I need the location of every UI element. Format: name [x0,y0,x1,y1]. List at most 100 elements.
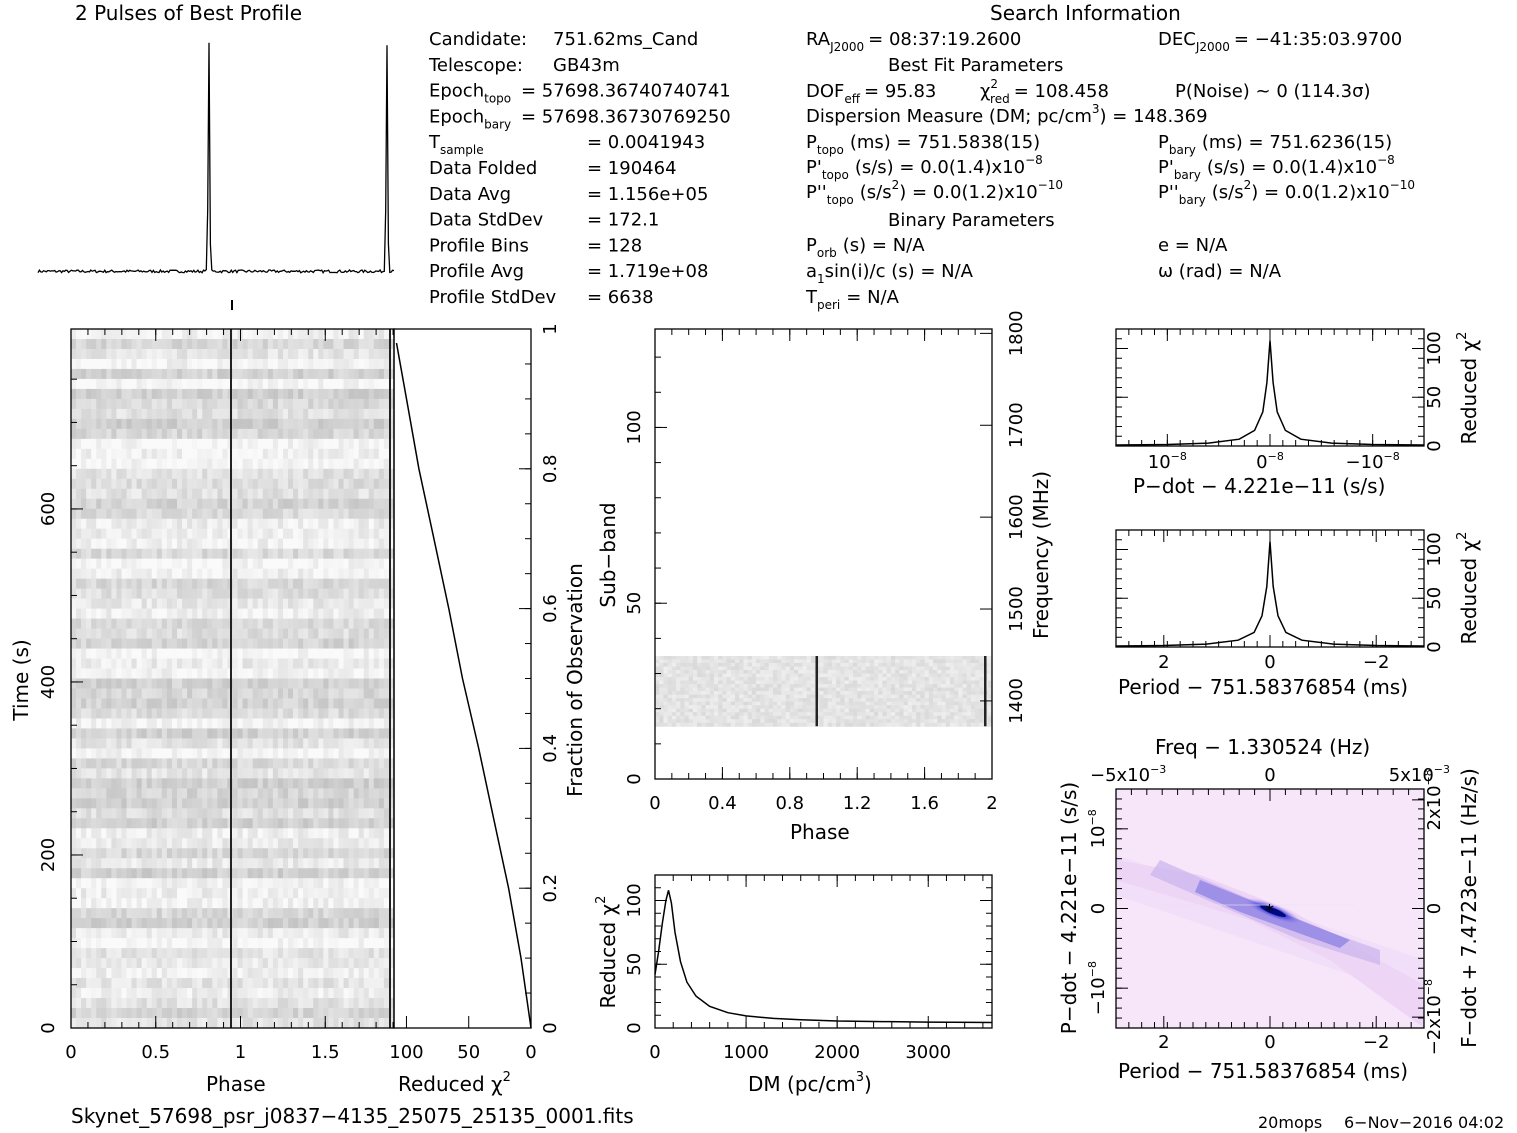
heat-cell [252,758,259,769]
heat-cell [920,659,926,664]
heat-cell [141,498,148,510]
heat-cell [318,348,324,360]
heat-cell [257,648,264,660]
heat-cell [272,348,279,360]
heat-cell [202,918,208,929]
heat-cell [303,718,309,729]
info-left-value: = 57698.36740740741 [521,81,731,102]
heat-cell [348,788,355,799]
heat-cell [141,398,148,410]
heat-cell [388,628,395,640]
heat-cell [212,808,218,819]
heat-cell [368,938,375,949]
heat-cell [71,818,77,829]
heat-cell [388,548,395,560]
heat-cell [373,358,380,370]
heat-cell [282,329,289,340]
heat-cell [86,978,92,989]
heat-cell [890,659,896,664]
heat-cell [378,758,385,769]
heat-cell [111,738,117,749]
heat-cell [126,658,133,670]
heat-cell [141,938,148,949]
heat-cell [323,868,329,879]
heat-cell [156,878,163,889]
heat-cell [91,928,97,939]
heat-cell [101,708,107,719]
heat-cell [840,659,846,664]
heat-cell [257,398,264,410]
heat-cell [146,878,153,889]
heat-cell [237,508,244,520]
heat-cell [131,998,138,1009]
heat-cell [353,448,360,460]
heat-cell [358,618,365,630]
heat-cell [288,518,294,530]
heat-cell [388,808,395,819]
heat-cell [237,978,244,989]
heat-cell [207,368,213,380]
heat-cell [202,978,208,989]
heat-cell [328,768,334,779]
heat-cell [116,858,122,869]
heat-cell [277,458,284,470]
heat-cell [333,848,339,859]
heat-cell [368,348,375,360]
heat-cell [237,348,244,360]
heat-cell [363,488,370,500]
heat-cell [257,878,264,889]
heat-cell [141,908,148,919]
heat-cell [303,698,309,709]
heat-cell [308,558,314,570]
heat-cell [257,548,264,560]
heat-cell [171,408,178,420]
heat-cell [156,558,163,570]
heat-cell [76,438,82,450]
heat-cell [141,648,148,660]
heat-cell [247,848,254,859]
heat-cell [151,329,158,340]
heat-cell [373,708,380,719]
heat-cell [176,988,183,999]
heat-cell [333,488,339,500]
heat-cell [272,428,279,440]
heat-cell [247,748,254,759]
heat-cell [987,662,993,667]
heat-cell [328,828,334,839]
heat-cell [282,678,289,689]
heat-cell [91,329,97,340]
heat-cell [262,968,269,979]
heat-cell [293,338,299,350]
heat-cell [126,448,133,460]
heat-cell [86,628,92,640]
heat-cell [886,662,892,667]
heat-cell [373,888,380,899]
heat-cell [308,358,314,370]
heat-cell [192,368,198,380]
heat-cell [116,358,122,370]
heat-cell [252,878,259,889]
heat-cell [298,508,304,520]
heat-cell [116,888,122,899]
heat-cell [76,828,82,839]
heat-cell [146,688,153,699]
heat-cell [106,678,112,689]
y-tick-label: 400 [38,665,59,699]
heat-cell [156,718,163,729]
heat-cell [212,878,218,889]
heat-cell [282,708,289,719]
heat-cell [116,908,122,919]
heat-cell [388,518,395,530]
heat-cell [353,838,360,849]
heat-cell [126,348,133,360]
heat-cell [222,848,228,859]
heat-cell [141,458,148,470]
heat-cell [111,998,117,1009]
heat-cell [338,908,345,919]
heat-cell [333,768,339,779]
heat-cell [176,838,183,849]
heat-cell [293,688,299,699]
heat-cell [81,798,87,809]
heat-cell [363,518,370,530]
heat-cell [106,908,112,919]
